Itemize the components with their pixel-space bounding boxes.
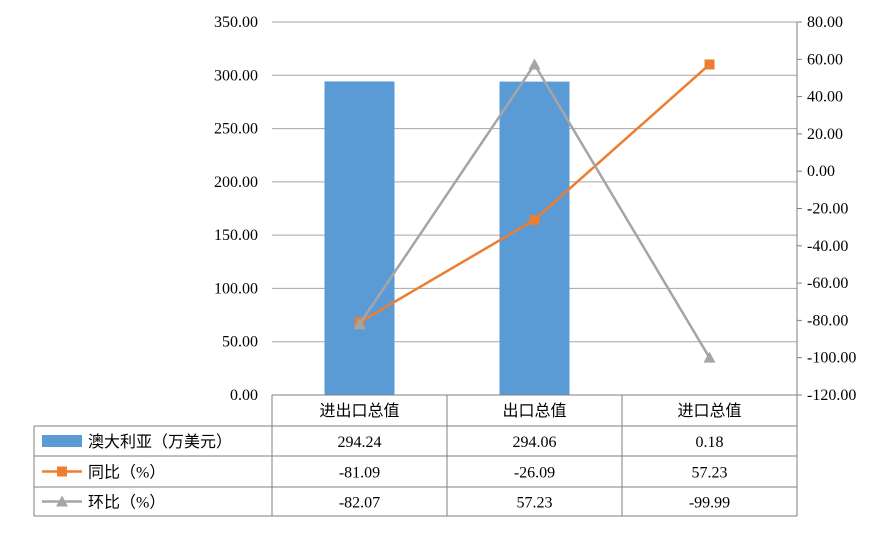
data-label: 294.06 (513, 434, 557, 451)
data-label: 294.24 (338, 434, 382, 451)
data-label: -26.09 (514, 465, 555, 482)
data-label: -82.07 (339, 495, 380, 512)
right-axis-tick-label: -60.00 (807, 275, 848, 292)
data-label: -81.09 (339, 465, 380, 482)
legend-label: 同比（%） (88, 464, 165, 482)
category-label: 进口总值 (677, 402, 741, 420)
bar-series (324, 81, 745, 396)
point-marker (704, 59, 715, 70)
left-axis-tick-label: 150.00 (214, 227, 258, 244)
left-axis-tick-label: 0.00 (230, 387, 258, 404)
left-axis-tick-label: 50.00 (222, 334, 258, 351)
point-marker (528, 58, 541, 70)
point-marker (529, 214, 540, 225)
legend-label: 澳大利亚（万美元） (88, 433, 232, 451)
line-series (353, 58, 716, 363)
data-label: 57.23 (692, 465, 728, 482)
data-label: 0.18 (696, 434, 724, 451)
right-axis-tick-label: -40.00 (807, 238, 848, 255)
bar (499, 81, 570, 395)
left-axis-tick-label: 300.00 (214, 67, 258, 84)
point-marker (353, 318, 366, 330)
right-axis-tick-label: 60.00 (807, 51, 843, 68)
right-axis-tick-label: 0.00 (807, 163, 835, 180)
right-axis-tick-label: 40.00 (807, 89, 843, 106)
point-marker (703, 351, 716, 363)
left-axis-tick-label: 250.00 (214, 121, 258, 138)
bar (324, 81, 395, 395)
right-axis-tick-label: -100.00 (807, 350, 856, 367)
right-axis-tick-label: 80.00 (807, 14, 843, 31)
left-axis-tick-label: 100.00 (214, 280, 258, 297)
category-label: 进出口总值 (319, 402, 399, 420)
legend-key (57, 466, 67, 477)
category-label: 出口总值 (502, 402, 566, 420)
legend-label: 环比（%） (88, 494, 165, 512)
data-label: -99.99 (689, 495, 730, 512)
left-axis-tick-label: 350.00 (214, 14, 258, 31)
right-axis-tick-label: -20.00 (807, 201, 848, 218)
legend-key (42, 435, 82, 447)
left-axis-tick-label: 200.00 (214, 174, 258, 191)
right-axis-tick-label: 20.00 (807, 126, 843, 143)
right-axis-tick-label: -120.00 (807, 387, 856, 404)
axes: 0.00 50.00 100.00 150.00 200.00 250.00 300.00 3… (214, 14, 856, 404)
right-axis-tick-label: -80.00 (807, 312, 848, 329)
legend-key (56, 495, 68, 507)
data-label: 57.23 (517, 495, 553, 512)
